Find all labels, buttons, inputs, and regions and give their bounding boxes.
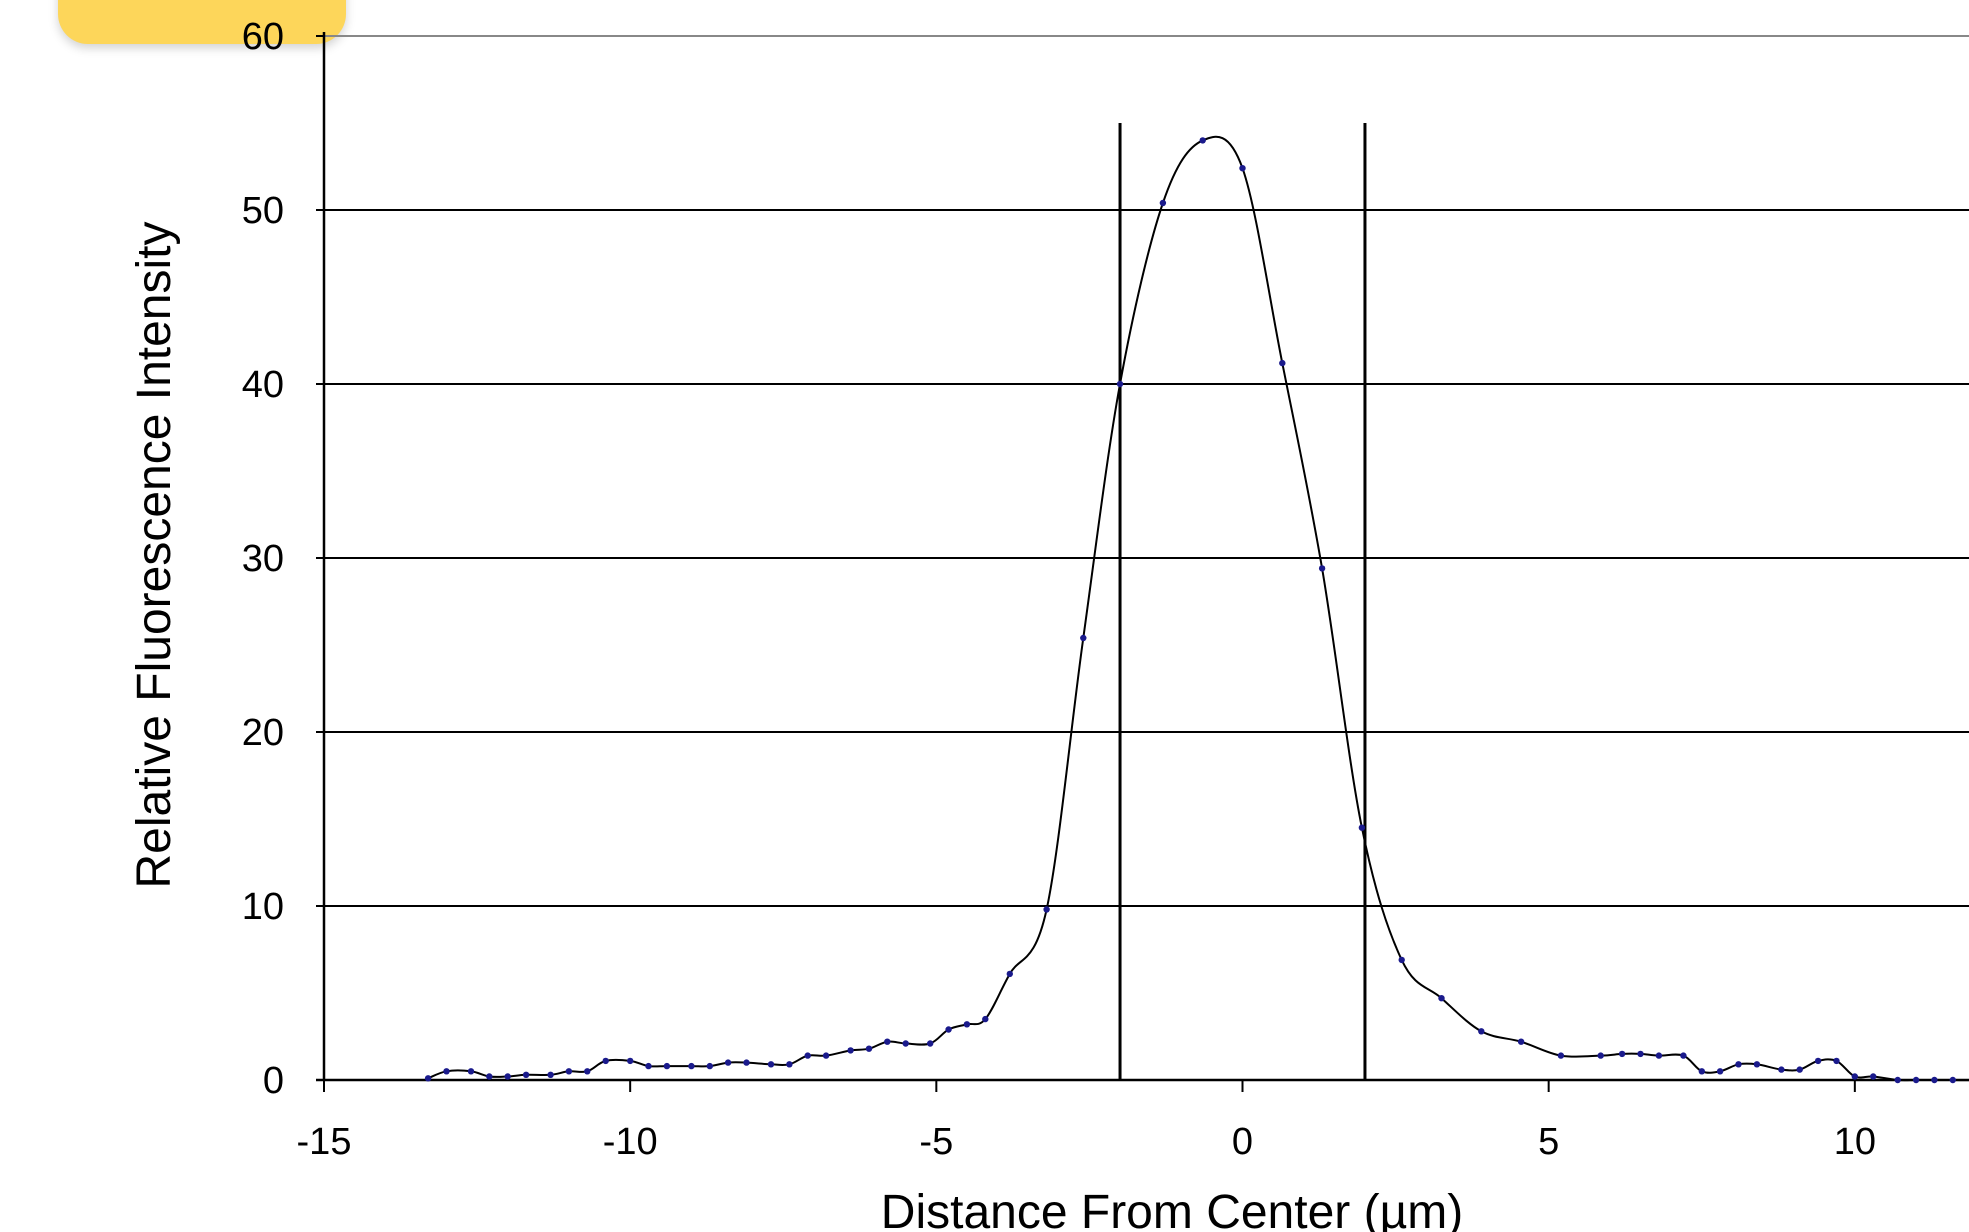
data-point: [865, 1045, 873, 1052]
data-point: [1239, 165, 1246, 172]
data-point: [1398, 956, 1405, 964]
data-point: [688, 1062, 695, 1070]
data-point: [945, 1026, 952, 1033]
data-point: [1796, 1066, 1803, 1073]
data-point: [1080, 634, 1087, 642]
data-point: [522, 1071, 530, 1079]
data-point: [724, 1059, 732, 1066]
data-point: [565, 1068, 573, 1075]
data-point: [927, 1040, 934, 1047]
x-tick-label: 10: [1834, 1121, 1876, 1163]
data-point: [584, 1068, 591, 1075]
data-point: [424, 1075, 432, 1082]
data-point: [627, 1057, 634, 1065]
data-point: [467, 1068, 475, 1075]
data-point: [1778, 1066, 1785, 1073]
y-tick-label: 20: [242, 712, 284, 754]
data-point: [786, 1061, 793, 1068]
data-point: [1735, 1061, 1742, 1068]
data-point: [804, 1052, 811, 1059]
data-point: [645, 1062, 652, 1070]
data-point: [1833, 1057, 1840, 1065]
data-point: [1159, 199, 1167, 207]
x-tick-label: -5: [919, 1121, 953, 1163]
yellow-badge: [58, 0, 346, 44]
data-point: [602, 1057, 609, 1065]
data-point: [663, 1062, 671, 1070]
data-point: [486, 1073, 493, 1080]
data-point: [767, 1061, 775, 1068]
data-point: [1043, 906, 1050, 913]
tick-labels: 0 10 20 30 40 50 60 -15 -10 -5 0 5 10: [242, 16, 1876, 1163]
data-point: [1517, 1038, 1525, 1045]
grid-lines: [324, 35, 1969, 907]
data-point: [1870, 1073, 1877, 1080]
data-point: [884, 1038, 891, 1045]
x-tick-label: 5: [1538, 1121, 1559, 1163]
data-point: [1637, 1050, 1644, 1058]
y-tick-label: 50: [242, 190, 284, 232]
data-point: [1716, 1068, 1724, 1075]
x-tick-label: -15: [297, 1121, 352, 1163]
x-tick-label: 0: [1232, 1121, 1253, 1163]
data-point: [504, 1073, 511, 1080]
data-point: [1894, 1076, 1901, 1084]
data-point: [1597, 1052, 1604, 1059]
data-point: [1949, 1076, 1957, 1084]
data-point: [1279, 359, 1286, 367]
data-point: [1318, 565, 1326, 572]
data-point: [847, 1047, 854, 1054]
x-tick-label: -10: [603, 1121, 658, 1163]
data-point: [963, 1021, 971, 1028]
data-point: [547, 1071, 554, 1079]
data-point: [1655, 1052, 1663, 1059]
data-point: [902, 1040, 909, 1047]
y-tick-label: 40: [242, 364, 284, 406]
vertical-markers: [1118, 123, 1367, 1080]
y-tick-label: 0: [263, 1060, 284, 1102]
data-point: [1680, 1052, 1687, 1059]
data-point: [822, 1052, 830, 1059]
data-point: [1814, 1057, 1822, 1065]
data-point: [1199, 137, 1206, 144]
data-point: [1931, 1076, 1938, 1084]
data-point: [1851, 1073, 1859, 1080]
data-point: [1698, 1068, 1706, 1075]
data-point: [982, 1015, 989, 1023]
data-point: [743, 1059, 750, 1066]
data-point: [1618, 1050, 1626, 1058]
data-point: [443, 1068, 450, 1075]
data-point: [1912, 1076, 1920, 1084]
y-axis-title: Relative Fluorescence Intensity: [128, 222, 181, 889]
data-point: [706, 1062, 713, 1070]
data-point: [1478, 1028, 1485, 1035]
series-group: [424, 135, 1969, 1084]
y-tick-label: 30: [242, 538, 284, 580]
x-axis-title: Distance From Center (µm): [881, 1186, 1463, 1232]
series-line: [427, 135, 1969, 1082]
axes: [316, 32, 1969, 1092]
y-tick-label: 60: [242, 16, 284, 58]
data-point: [1753, 1061, 1761, 1068]
data-point: [1358, 824, 1366, 831]
data-point: [1006, 970, 1013, 978]
data-point: [1557, 1052, 1565, 1059]
data-point: [1116, 380, 1124, 388]
data-point: [1438, 995, 1445, 1002]
y-tick-label: 10: [242, 886, 284, 928]
